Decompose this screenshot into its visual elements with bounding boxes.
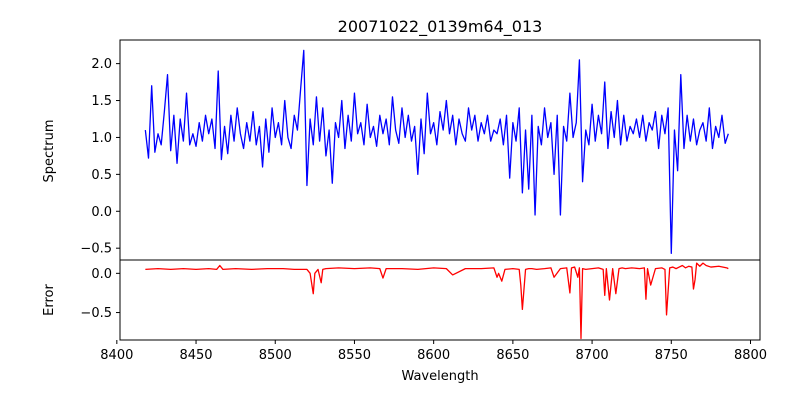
x-tick-label: 8600 xyxy=(417,348,450,363)
spectrum-y-tick-label: 0.0 xyxy=(91,205,112,220)
spectrum-y-tick-label: 1.5 xyxy=(91,94,112,109)
error-y-ticks: −0.5 0.0 xyxy=(80,267,120,321)
wavelength-x-ticks: 8400 8450 8500 8550 8600 8650 8700 8750 8800 xyxy=(100,340,767,363)
error-series-group xyxy=(145,262,729,340)
error-plot-frame xyxy=(119,259,761,341)
error-y-tick-label: −0.5 xyxy=(80,306,112,321)
x-tick-label: 8750 xyxy=(655,348,688,363)
x-tick-label: 8700 xyxy=(576,348,609,363)
error-series-line xyxy=(145,262,729,340)
spectrum-y-tick-label: 1.0 xyxy=(91,131,112,146)
spectrum-y-tick-label: 0.5 xyxy=(91,168,112,183)
x-tick-label: 8450 xyxy=(179,348,212,363)
spectrum-y-tick-label: 2.0 xyxy=(91,57,112,72)
error-panel: −0.5 0.0 8400 8450 8500 8550 8600 8650 8700 8750… xyxy=(42,259,767,384)
x-axis-label: Wavelength xyxy=(401,369,478,384)
error-y-tick-label: 0.0 xyxy=(91,267,112,282)
x-tick-label: 8550 xyxy=(338,348,371,363)
spectrum-panel: −0.5 0.0 0.5 1.0 1.5 2.0 Spectrum xyxy=(42,39,761,261)
spectrum-y-tick-label: −0.5 xyxy=(80,242,112,257)
x-tick-label: 8400 xyxy=(100,348,133,363)
spectrum-series-group xyxy=(144,49,729,255)
spectrum-y-axis-label: Spectrum xyxy=(42,120,57,183)
x-tick-label: 8500 xyxy=(259,348,292,363)
spectrum-series-line xyxy=(144,49,729,255)
spectrum-y-ticks: −0.5 0.0 0.5 1.0 1.5 2.0 xyxy=(80,57,120,257)
x-tick-label: 8650 xyxy=(496,348,529,363)
x-tick-label: 8800 xyxy=(734,348,767,363)
chart-title: 20071022_0139m64_013 xyxy=(338,17,543,37)
error-y-axis-label: Error xyxy=(42,284,57,316)
